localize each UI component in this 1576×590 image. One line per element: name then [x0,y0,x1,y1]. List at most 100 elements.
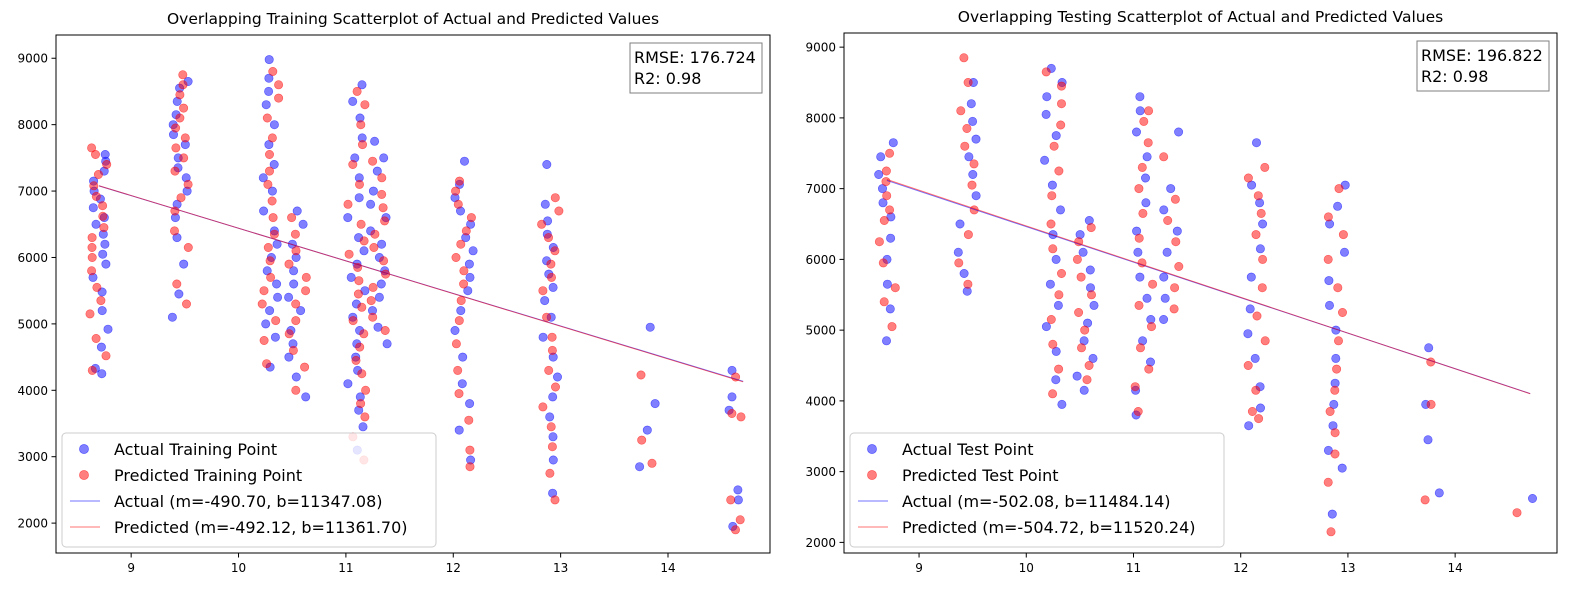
predicted-point [380,216,390,226]
predicted-point [1047,191,1057,201]
predicted-point [730,525,740,535]
predicted-point [354,276,364,286]
predicted-point [1258,254,1268,264]
actual-point [1041,109,1051,119]
actual-point [377,239,387,249]
actual-point [1045,279,1055,289]
predicted-point [1254,414,1264,424]
actual-point [1244,421,1254,431]
metrics-box [629,42,763,94]
y-tick-label: 7000 [805,182,836,196]
actual-point [542,160,552,170]
actual-point [458,352,468,362]
actual-point [261,319,271,329]
legend-label: Actual Test Point [902,440,1034,459]
predicted-point [636,370,646,380]
actual-point [1340,247,1350,257]
rmse-label: RMSE: 196.822 [1421,46,1543,65]
actual-point [100,239,110,249]
predicted-point [87,243,97,253]
actual-point [103,324,113,334]
actual-point [264,86,274,96]
actual-point [468,246,478,256]
predicted-point [1082,375,1092,385]
predicted-point [1243,360,1253,370]
actual-point [370,136,380,146]
predicted-point [353,289,363,299]
actual-point [301,392,311,402]
actual-point [267,186,277,196]
x-tick-label: 11 [338,561,353,575]
predicted-point [85,309,95,319]
axes-frame [55,34,771,554]
predicted-point [550,193,560,203]
y-tick-label: 8000 [17,118,48,132]
actual-point [174,289,184,299]
chart-title: Overlapping Testing Scatterplot of Actua… [958,8,1443,26]
predicted-point [357,369,367,379]
actual-point [382,339,392,349]
predicted-point [301,272,311,282]
predicted-point [466,213,476,223]
predicted-point [547,332,557,342]
predicted-point [1159,152,1169,162]
actual-point [258,173,268,183]
predicted-point [1087,290,1097,300]
actual-point [464,259,474,269]
predicted-point [380,325,390,335]
actual-point [968,116,978,126]
actual-point [1424,343,1434,353]
predicted-point [1512,508,1522,518]
actual-point [888,138,898,148]
predicted-point [547,442,557,452]
actual-point [1051,375,1061,385]
actual-point [959,268,969,278]
predicted-point [453,365,463,375]
actual-point [1337,463,1347,473]
predicted-point [1046,219,1056,229]
predicted-point [963,279,973,289]
predicted-point [359,329,369,339]
predicted-point [91,150,101,160]
actual-point [1256,403,1266,413]
actual-point [265,306,275,316]
actual-point [88,203,98,213]
actual-point [882,279,892,289]
predicted-point [274,93,284,103]
actual-point [459,156,469,166]
predicted-point [960,141,970,151]
actual-point [264,73,274,83]
x-tick-label: 12 [446,561,461,575]
predicted-point [1148,279,1158,289]
y-tick-label: 3000 [805,465,836,479]
y-tick-label: 6000 [17,251,48,265]
actual-point [97,369,107,379]
actual-point [346,272,356,282]
predicted-point [1426,399,1436,409]
actual-point [1078,247,1088,257]
axes-frame [843,32,1558,554]
predicted-point [538,402,548,412]
actual-point [259,206,269,216]
legend-label: Actual Training Point [114,440,277,459]
actual-point [348,96,358,106]
actual-point [1089,300,1099,310]
actual-point [167,312,177,322]
predicted-point [287,213,297,223]
predicted-point [959,53,969,63]
x-tick-label: 13 [1340,561,1355,575]
actual-point [1135,272,1145,282]
predicted-point [1054,166,1064,176]
predicted-point [456,239,466,249]
predicted-point [1330,385,1340,395]
predicted-point [1251,385,1261,395]
predicted-point [1260,162,1270,172]
predicted-point [1139,116,1149,126]
y-tick-label: 3000 [17,450,48,464]
predicted-point [170,226,180,236]
actual-point [733,485,743,495]
predicted-point [89,181,99,191]
predicted-point [1054,364,1064,374]
predicted-point [1048,244,1058,254]
actual-point [1088,353,1098,363]
